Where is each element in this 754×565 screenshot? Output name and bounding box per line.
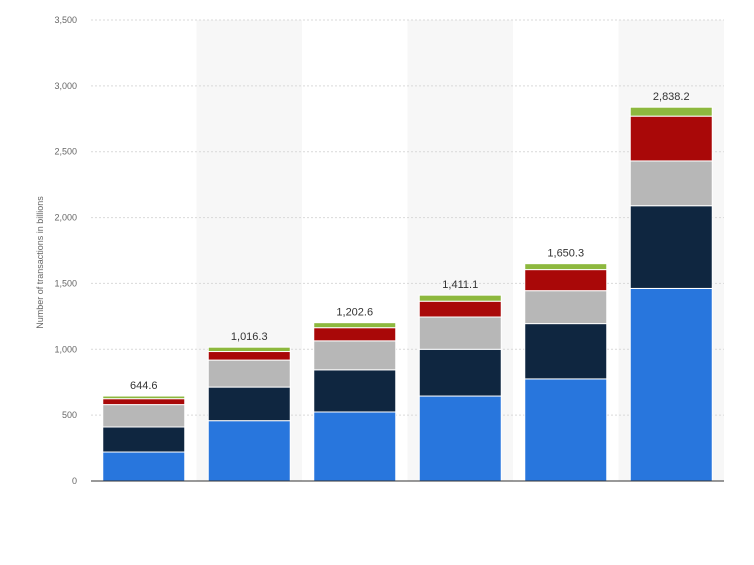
total-value-label: 1,202.6 [336, 307, 373, 319]
y-tick-label: 0 [72, 476, 77, 486]
bar-segment [629, 205, 713, 289]
bar-segment [207, 346, 291, 353]
bar-segment [313, 340, 397, 371]
y-axis-ticks: 0 500 1,000 1,500 2,000 2,500 3,000 3,500 [54, 15, 77, 486]
bar-segment [629, 106, 713, 117]
bar-segment [102, 451, 186, 482]
bar-segment [207, 420, 291, 482]
bar-segment [524, 263, 608, 271]
bar-segment [418, 348, 502, 397]
bar-segment [418, 300, 502, 318]
bar-segment [524, 290, 608, 325]
y-axis-title: Number of transactions in billions [35, 196, 45, 329]
bar-segment [102, 395, 186, 400]
y-tick-label: 1,500 [54, 278, 77, 288]
total-value-label: 1,650.3 [547, 248, 584, 260]
bar-segment [524, 378, 608, 482]
total-value-label: 1,016.3 [231, 331, 268, 343]
bar-segment [418, 316, 502, 350]
bar-segment [102, 398, 186, 406]
bar-segment [629, 287, 713, 482]
y-tick-label: 500 [62, 410, 77, 420]
bar-segment [524, 269, 608, 292]
total-value-label: 644.6 [130, 380, 158, 392]
bar-segment [207, 359, 291, 388]
gridlines [91, 19, 724, 416]
total-value-label: 1,411.1 [442, 279, 478, 291]
total-value-label: 2,838.2 [653, 91, 690, 103]
bar-segment [207, 351, 291, 361]
bar-segment [313, 322, 397, 329]
bar-segment [629, 115, 713, 162]
y-tick-label: 3,500 [54, 15, 77, 25]
bar-segment [313, 411, 397, 482]
bar-segment [207, 386, 291, 422]
bar-segment [102, 426, 186, 453]
bar-segment [313, 327, 397, 342]
total-labels: 644.6 1,016.3 1,202.6 1,411.1 1,650.3 2,838.2 [130, 91, 690, 392]
y-tick-label: 2,000 [54, 213, 77, 223]
bar-segment [418, 294, 502, 302]
y-tick-label: 1,000 [54, 344, 77, 354]
bar-segment [313, 369, 397, 413]
y-tick-label: 3,000 [54, 81, 77, 91]
bars [102, 106, 713, 482]
bar-segment [629, 160, 713, 207]
bar-segment [418, 395, 502, 482]
y-tick-label: 2,500 [54, 147, 77, 157]
bar-segment [524, 323, 608, 380]
bar-segment [102, 404, 186, 428]
